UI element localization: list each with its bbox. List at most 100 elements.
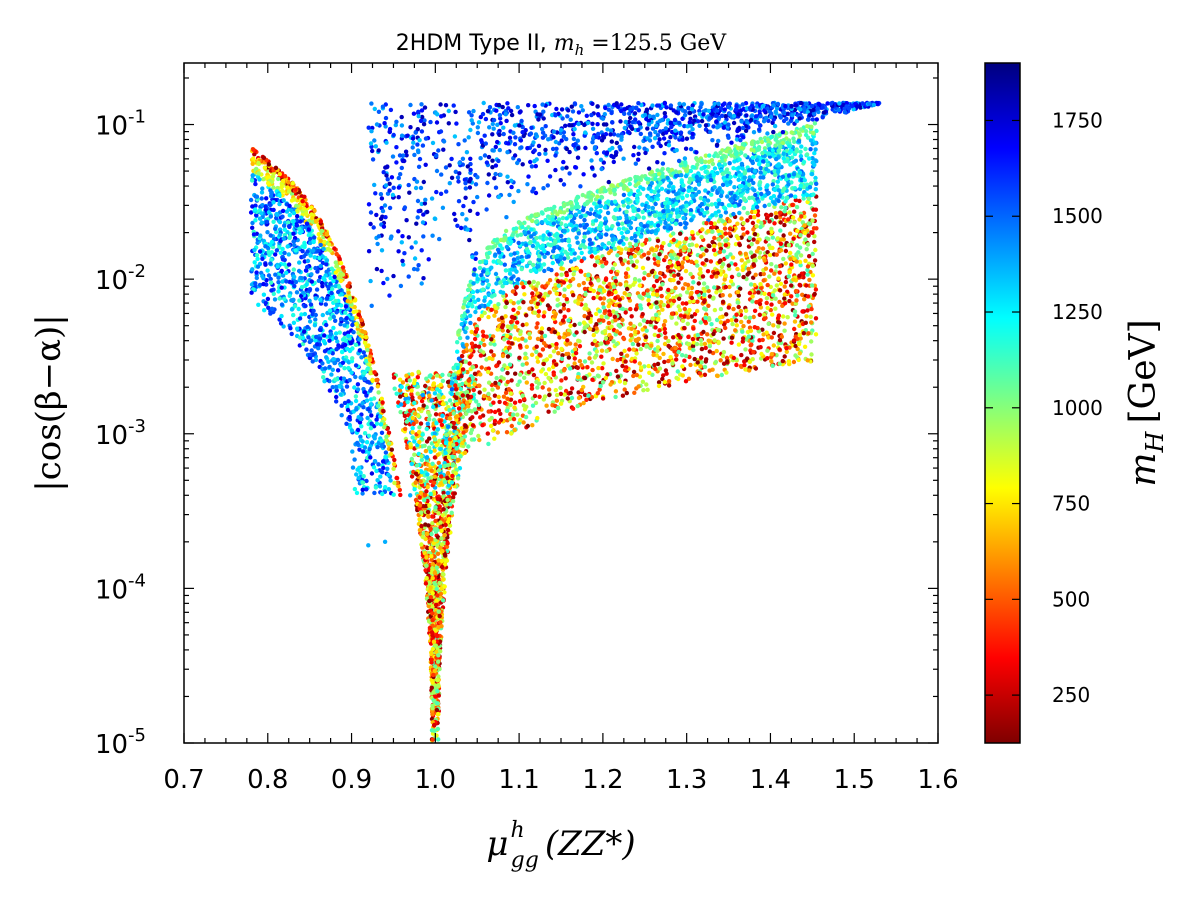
- scatter-point: [709, 192, 714, 197]
- scatter-point: [805, 294, 811, 299]
- scatter-point: [282, 296, 287, 301]
- scatter-point: [312, 255, 317, 260]
- scatter-point: [471, 437, 477, 442]
- scatter-point: [374, 378, 379, 383]
- scatter-point: [477, 265, 483, 271]
- scatter-point: [646, 272, 651, 278]
- scatter-point: [509, 423, 514, 429]
- scatter-point: [705, 269, 711, 274]
- scatter-point: [309, 279, 314, 284]
- scatter-point: [331, 278, 336, 284]
- scatter-point: [309, 205, 314, 210]
- scatter-point: [321, 276, 326, 281]
- scatter-point: [329, 372, 334, 377]
- scatter-point: [418, 510, 424, 515]
- scatter-point: [321, 375, 326, 380]
- scatter-point: [327, 338, 332, 343]
- scatter-point: [359, 317, 364, 323]
- scatter-point: [265, 230, 270, 235]
- scatter-point: [434, 649, 439, 655]
- scatter-point: [688, 362, 693, 368]
- scatter-point: [778, 281, 784, 286]
- scatter-point: [418, 421, 424, 426]
- scatter-point: [458, 454, 463, 459]
- scatter-point: [350, 322, 355, 328]
- scatter-point: [319, 280, 325, 286]
- scatter-point: [309, 348, 314, 353]
- scatter-point: [330, 351, 335, 356]
- scatter-point: [430, 737, 435, 742]
- scatter-point: [667, 242, 672, 248]
- scatter-point: [713, 359, 719, 365]
- scatter-point: [467, 361, 472, 366]
- scatter-point: [408, 408, 413, 413]
- scatter-point: [452, 491, 457, 496]
- scatter-point: [413, 497, 419, 503]
- scatter-point: [428, 526, 433, 532]
- scatter-point: [378, 414, 383, 419]
- scatter-point: [422, 443, 427, 448]
- scatter-point: [392, 386, 397, 391]
- scatter-point: [388, 451, 394, 457]
- scatter-point: [259, 190, 265, 195]
- scatter-point: [431, 639, 437, 644]
- scatter-point: [278, 250, 283, 255]
- title-prefix: 2HDM Type II,: [396, 31, 554, 56]
- scatter-point: [375, 403, 381, 409]
- scatter-point: [741, 274, 746, 280]
- scatter-point: [451, 462, 456, 467]
- scatter-point: [304, 211, 309, 216]
- scatter-point: [523, 356, 528, 361]
- scatter-point: [261, 155, 267, 160]
- scatter-point: [444, 558, 450, 563]
- scatter-point: [453, 471, 458, 476]
- scatter-point: [307, 319, 313, 324]
- scatter-point: [493, 271, 499, 277]
- scatter-point: [330, 385, 335, 390]
- scatter-point: [345, 283, 350, 289]
- scatter-point: [312, 208, 317, 213]
- scatter-point: [280, 188, 285, 194]
- scatter-point: [703, 188, 708, 193]
- scatter-point: [251, 232, 257, 237]
- scatter-point: [778, 220, 783, 225]
- scatter-point: [438, 591, 444, 596]
- scatter-point: [262, 165, 268, 170]
- scatter-point: [301, 254, 306, 259]
- scatter-point: [610, 356, 615, 362]
- scatter-point: [424, 426, 429, 432]
- scatter-point: [465, 309, 470, 314]
- scatter-point: [327, 364, 332, 370]
- scatter-point: [383, 450, 389, 455]
- scatter-point: [253, 218, 258, 223]
- scatter-point: [734, 323, 739, 328]
- scatter-point: [248, 210, 254, 215]
- scatter-point: [782, 328, 787, 333]
- scatter-point: [446, 483, 451, 488]
- scatter-point: [282, 174, 288, 179]
- scatter-point: [682, 314, 687, 319]
- scatter-point: [805, 308, 810, 313]
- scatter-point: [548, 236, 553, 241]
- scatter-point: [249, 178, 255, 183]
- scatter-point: [432, 391, 438, 396]
- scatter-point: [439, 422, 445, 428]
- scatter-point: [517, 399, 523, 404]
- scatter-point: [613, 389, 619, 394]
- scatter-point: [332, 274, 337, 280]
- scatter-point: [600, 380, 606, 385]
- scatter-point: [690, 230, 695, 235]
- scatter-point: [304, 282, 309, 287]
- scatter-point: [404, 373, 409, 378]
- scatter-point: [622, 348, 627, 354]
- scatter-point: [680, 364, 685, 369]
- scatter-point: [412, 452, 417, 457]
- scatter-point: [658, 300, 664, 305]
- scatter-point: [426, 410, 431, 415]
- scatter-point: [296, 268, 302, 274]
- scatter-point: [343, 338, 349, 343]
- scatter-point: [712, 307, 718, 313]
- scatter-point: [425, 421, 430, 426]
- scatter-point: [671, 277, 676, 283]
- scatter-point: [765, 356, 770, 361]
